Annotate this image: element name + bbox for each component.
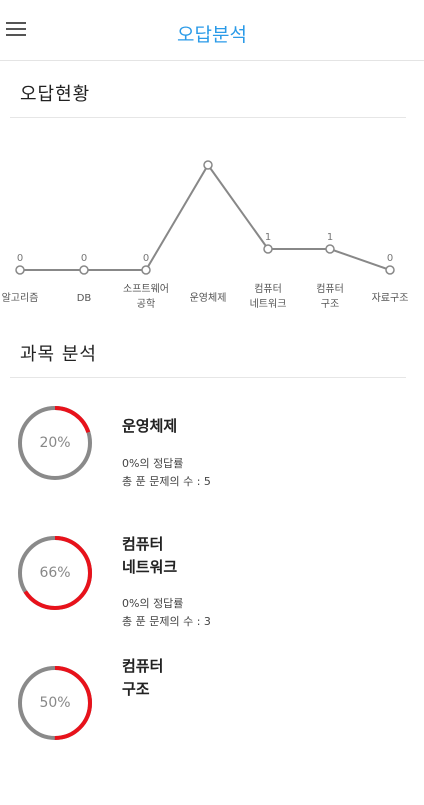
correct-rate-text: 0%의 정답률 bbox=[122, 597, 184, 610]
subject-card[interactable]: 50% 컴퓨터 구조 bbox=[0, 655, 424, 805]
data-point[interactable] bbox=[203, 160, 213, 170]
subject-name: 컴퓨터 구조 bbox=[122, 655, 163, 701]
subject-card[interactable]: 66% 컴퓨터 네트워크 0%의 정답률 총 푼 문제의 수 : 3 bbox=[0, 525, 424, 675]
x-tick-label: 컴퓨터 네트워크 bbox=[250, 283, 287, 310]
data-point[interactable] bbox=[79, 265, 89, 275]
x-tick-label: 운영체제 bbox=[190, 292, 227, 304]
data-point[interactable] bbox=[141, 265, 151, 275]
wrong-answer-line-chart: 0 알고리즘 0 DB 0 소프트웨어 공학 운영체제 1 컴퓨터 네트워크 1 컴퓨터 구조 0 자료구조 bbox=[2, 160, 409, 310]
subject-name: 운영체제 bbox=[122, 415, 177, 438]
data-value-label: 1 bbox=[327, 232, 333, 243]
ring-progress bbox=[18, 406, 92, 480]
wrong-answer-status-title: 오답현황 bbox=[20, 84, 91, 105]
subject-name-line: 구조 bbox=[122, 680, 150, 698]
subject-card[interactable]: 20% 운영체제 0%의 정답률 총 푼 문제의 수 : 5 bbox=[0, 395, 424, 545]
subject-name-line: 컴퓨터 bbox=[122, 535, 164, 553]
correct-rate-text: 0%의 정답률 bbox=[122, 457, 184, 470]
data-point[interactable] bbox=[385, 265, 395, 275]
x-tick-label: DB bbox=[77, 293, 92, 304]
data-value-label: 0 bbox=[143, 253, 149, 264]
data-value-label: 0 bbox=[387, 253, 393, 264]
hamburger-menu-icon[interactable] bbox=[6, 22, 28, 38]
subject-analysis-title: 과목 분석 bbox=[20, 344, 97, 365]
app-header: 오답분석 bbox=[0, 0, 424, 61]
page-title: 오답분석 bbox=[177, 24, 247, 46]
data-value-label: 0 bbox=[17, 253, 23, 264]
ring-percent-label: 20% bbox=[39, 435, 71, 451]
total-solved-text: 총 푼 문제의 수 : 5 bbox=[122, 475, 211, 488]
data-point[interactable] bbox=[263, 244, 273, 254]
divider bbox=[10, 377, 406, 378]
data-value-label: 0 bbox=[81, 253, 87, 264]
data-point[interactable] bbox=[325, 244, 335, 254]
data-value-label: 1 bbox=[265, 232, 271, 243]
x-tick-label: 소프트웨어 공학 bbox=[123, 283, 169, 310]
ring-percent-label: 50% bbox=[39, 695, 71, 711]
subject-name: 컴퓨터 네트워크 bbox=[122, 533, 177, 579]
subject-name-line: 네트워크 bbox=[122, 558, 178, 576]
data-point[interactable] bbox=[15, 265, 25, 275]
ring-progress bbox=[18, 536, 92, 610]
series-line bbox=[20, 163, 391, 271]
subject-name-line: 컴퓨터 bbox=[122, 657, 164, 675]
correct-rate-ring bbox=[18, 406, 92, 480]
divider bbox=[10, 117, 406, 118]
total-solved-text: 총 푼 문제의 수 : 3 bbox=[122, 615, 211, 628]
x-tick-label: 컴퓨터 구조 bbox=[316, 283, 344, 310]
x-tick-label: 알고리즘 bbox=[2, 292, 39, 304]
correct-rate-ring bbox=[18, 536, 92, 610]
ring-percent-label: 66% bbox=[39, 565, 71, 581]
x-tick-label: 자료구조 bbox=[372, 292, 409, 304]
subject-name-line: 운영체제 bbox=[122, 417, 178, 435]
